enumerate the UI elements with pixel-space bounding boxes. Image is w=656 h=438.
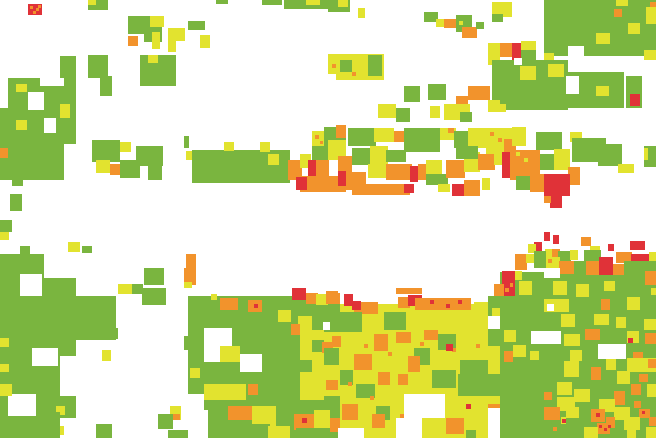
raster-map-canvas[interactable] (0, 0, 656, 438)
map-viewport (0, 0, 656, 438)
